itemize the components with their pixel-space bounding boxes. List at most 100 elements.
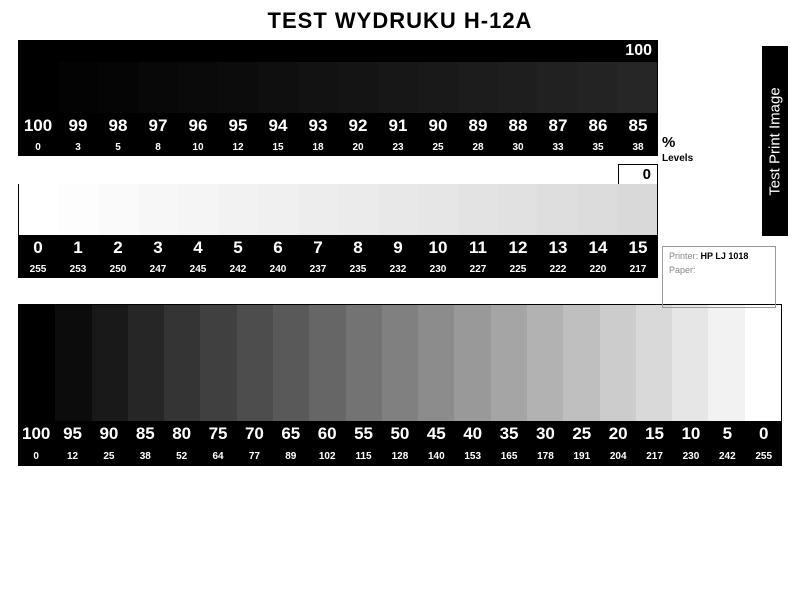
strip1-cell (19, 62, 59, 113)
wide-pct-cell: 55 (345, 422, 381, 446)
wide-cell (600, 305, 636, 421)
wide-pct-cell: 70 (236, 422, 272, 446)
strip2-level-cell: 255 (18, 260, 58, 278)
strip1-level-cell: 20 (338, 138, 378, 156)
wide-level-cell: 178 (527, 446, 563, 466)
wide-pct-cell: 60 (309, 422, 345, 446)
strip1-level-cell: 23 (378, 138, 418, 156)
wide-cell (382, 305, 418, 421)
page-body: 100 100999897969594939291908988878685 03… (18, 40, 782, 466)
strip1-level-cell: 28 (458, 138, 498, 156)
strip1-level-cell: 35 (578, 138, 618, 156)
strip1-levels-row2: 0358101215182023252830333538 (18, 138, 658, 156)
wide-level-cell: 217 (636, 446, 672, 466)
strip2-level-cell: 240 (258, 260, 298, 278)
wide-level-cell: 89 (273, 446, 309, 466)
vertical-label-text: Test Print Image (767, 87, 784, 195)
strip1-pct-cell: 89 (458, 114, 498, 138)
strip2-cell (418, 184, 458, 235)
wide-level-cell: 38 (127, 446, 163, 466)
wide-cell (346, 305, 382, 421)
wide-pct-cell: 30 (527, 422, 563, 446)
upper-left: 100 100999897969594939291908988878685 03… (18, 40, 658, 286)
strip2-pct-cell: 0 (18, 236, 58, 260)
wide-pct-cell: 10 (673, 422, 709, 446)
wide-level-cell: 77 (236, 446, 272, 466)
strip2-pct-cell: 4 (178, 236, 218, 260)
wide-pct-cell: 90 (91, 422, 127, 446)
strip1-level-cell: 10 (178, 138, 218, 156)
strip2-cell (378, 184, 418, 235)
strip1-pct-cell: 93 (298, 114, 338, 138)
wide-pct-cell: 85 (127, 422, 163, 446)
strip1-level-cell: 33 (538, 138, 578, 156)
wide-level-cell: 128 (382, 446, 418, 466)
wide-cell (491, 305, 527, 421)
wide-level-cell: 64 (200, 446, 236, 466)
wide-cell (672, 305, 708, 421)
strip2-level-cell: 230 (418, 260, 458, 278)
strip2-pct-cell: 5 (218, 236, 258, 260)
wide-pct-cell: 45 (418, 422, 454, 446)
strip2-level-cell: 253 (58, 260, 98, 278)
wide-pct-cell: 40 (455, 422, 491, 446)
strip1-level-cell: 3 (58, 138, 98, 156)
strip1-pct-cell: 98 (98, 114, 138, 138)
wide-level-cell: 25 (91, 446, 127, 466)
strip2-pct-cell: 1 (58, 236, 98, 260)
strip2-pct-cell: 13 (538, 236, 578, 260)
wide-pct-cell: 0 (746, 422, 782, 446)
strip1-pct-cell: 100 (18, 114, 58, 138)
strip2-banner-tab: 0 (618, 164, 658, 184)
wide-level-cell: 255 (746, 446, 782, 466)
strip2-level-cell: 250 (98, 260, 138, 278)
wide-cell (164, 305, 200, 421)
strip1 (18, 62, 658, 114)
wide-cell (745, 305, 781, 421)
strip2-cell (577, 184, 617, 235)
strip1-cell (458, 62, 498, 113)
wide-pct-cell: 80 (164, 422, 200, 446)
vertical-label: Test Print Image (762, 46, 788, 236)
strip1-pct-cell: 86 (578, 114, 618, 138)
wide-pct-cell: 5 (709, 422, 745, 446)
strip1-level-cell: 8 (138, 138, 178, 156)
strip1-pct-cell: 88 (498, 114, 538, 138)
strip2-pct-cell: 2 (98, 236, 138, 260)
strip1-level-cell: 12 (218, 138, 258, 156)
wide-pct-cell: 15 (636, 422, 672, 446)
strip2-levels-row: 0123456789101112131415 (18, 236, 658, 260)
wide-cell (636, 305, 672, 421)
strip2-cell (458, 184, 498, 235)
strip1-cell (139, 62, 179, 113)
wide-level-cell: 52 (164, 446, 200, 466)
wide-cell (19, 305, 55, 421)
wide-cell (237, 305, 273, 421)
wide-strip (18, 304, 782, 422)
levels-label: Levels (662, 153, 718, 164)
strip1-pct-cell: 85 (618, 114, 658, 138)
wide-pct-cell: 50 (382, 422, 418, 446)
percent-symbol: % (662, 134, 718, 151)
strip1-pct-cell: 96 (178, 114, 218, 138)
strip2-cell (218, 184, 258, 235)
strip2-level-cell: 232 (378, 260, 418, 278)
strip2-cell (59, 184, 99, 235)
strip2-level-cell: 242 (218, 260, 258, 278)
strip1-cell (378, 62, 418, 113)
strip1-pct-cell: 99 (58, 114, 98, 138)
wide-wrap: 1009590858075706560555045403530252015105… (18, 304, 782, 466)
info-printer-value: HP LJ 1018 (701, 251, 749, 261)
strip1-cell (418, 62, 458, 113)
strip1-wrap: 100 100999897969594939291908988878685 03… (18, 40, 658, 156)
strip2-level-cell: 217 (618, 260, 658, 278)
strip1-level-cell: 30 (498, 138, 538, 156)
info-printer-label: Printer: (669, 251, 698, 261)
wide-pct-cell: 75 (200, 422, 236, 446)
strip1-pct-cell: 95 (218, 114, 258, 138)
strip1-cell (99, 62, 139, 113)
wide-level-cell: 191 (564, 446, 600, 466)
strip2-level-cell: 222 (538, 260, 578, 278)
strip2-wrap: 0 0123456789101112131415 255253250247245… (18, 164, 658, 278)
strip2-cell (139, 184, 179, 235)
